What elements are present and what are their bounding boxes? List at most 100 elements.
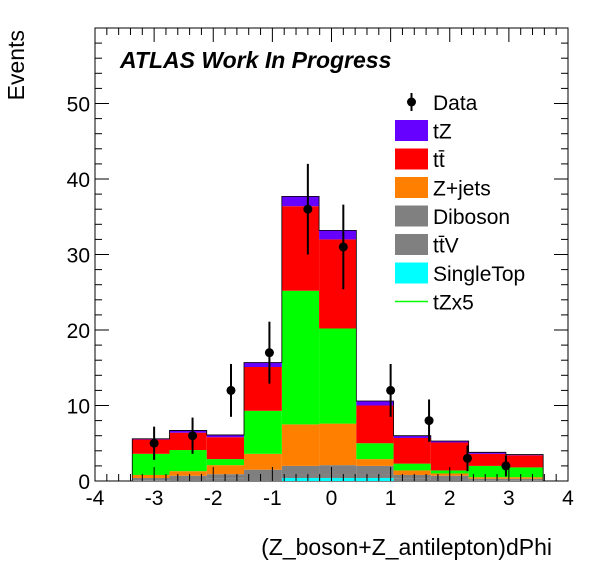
legend-swatch [395, 148, 428, 170]
bar-segment [393, 478, 431, 481]
legend-label: Z+jets [433, 178, 491, 201]
bar-segment [468, 480, 506, 481]
bar-segment [281, 206, 320, 291]
bar-segment [281, 465, 320, 475]
bar-segment [356, 400, 394, 406]
legend-label: SingleTop [433, 263, 525, 286]
data-point [338, 242, 348, 252]
x-axis-label: (Z_boson+Z_antilepton)dPhi [261, 534, 552, 560]
bar-segment [468, 453, 506, 466]
y-tick-label: 0 [78, 471, 90, 494]
data-point [226, 385, 236, 395]
bar-segment [243, 477, 282, 481]
bar-segment [319, 328, 357, 424]
bar-segment [319, 230, 357, 240]
bar-segment [243, 362, 282, 367]
bar-segment [505, 455, 544, 468]
bar-segment [393, 435, 431, 438]
y-axis-label: Events [3, 30, 29, 100]
x-tick-label: 4 [562, 487, 574, 510]
bar-segment [132, 480, 170, 481]
bar-segment [319, 423, 357, 466]
x-tick-label: -1 [263, 487, 282, 510]
data-point [264, 348, 274, 358]
legend-label: tZx5 [433, 292, 474, 315]
y-tick-label: 40 [67, 169, 90, 192]
bar-segment [281, 474, 320, 478]
data-point [303, 204, 313, 214]
bar-segment [169, 432, 207, 451]
bar-segment [206, 459, 244, 466]
legend-swatch [395, 262, 428, 284]
legend-label: tt̄ [433, 149, 445, 172]
bar-segment [356, 459, 394, 466]
bar-segment [505, 478, 544, 481]
x-tick-label: 2 [444, 487, 456, 510]
atlas-label: ATLAS Work In Progress [119, 47, 391, 73]
data-points [149, 163, 511, 477]
bar-segment [206, 434, 244, 438]
data-point [462, 453, 472, 463]
bar-segment [132, 474, 170, 478]
bar-segment [468, 465, 506, 478]
bar-segment [132, 439, 170, 454]
y-tick-label: 30 [67, 245, 90, 268]
bar-segment [505, 480, 544, 481]
bar-segment [281, 290, 320, 425]
bar-segment [243, 410, 282, 454]
bar-segment [356, 477, 394, 481]
legend-marker [407, 97, 416, 107]
bar-segment [169, 471, 207, 476]
bar-segment [243, 453, 282, 470]
bar-segment [132, 453, 170, 475]
stacked-bars [95, 195, 568, 482]
x-tick-label: -4 [86, 487, 105, 510]
x-tick-label: -2 [204, 487, 223, 510]
legend-swatch [395, 234, 428, 255]
bar-segment [281, 424, 320, 466]
bar-segment [356, 443, 394, 460]
bar-segment [169, 479, 207, 481]
stack-outline [95, 195, 568, 482]
bar-segment [393, 470, 431, 475]
legend-label: tZ [433, 121, 452, 144]
data-point [149, 438, 159, 448]
bar-segment [356, 465, 394, 475]
legend-swatch [395, 120, 428, 141]
x-tick-label: -3 [145, 487, 164, 510]
bar-segment [319, 465, 357, 475]
bar-segment [505, 467, 544, 478]
bar-segment [430, 442, 469, 471]
y-tick-label: 10 [67, 396, 90, 419]
bar-segment [430, 440, 469, 443]
legend-label: Data [433, 92, 478, 115]
bar-segment [319, 239, 357, 329]
bar-segment [243, 469, 282, 478]
bar-segment [393, 437, 431, 464]
bar-segment [169, 450, 207, 472]
x-tick-label: 1 [385, 487, 397, 510]
legend-swatch [395, 177, 428, 198]
bar-segment [393, 463, 431, 471]
data-point [188, 431, 198, 441]
x-tick-label: 0 [326, 487, 338, 510]
bar-segment [169, 475, 207, 480]
bar-segment [468, 478, 506, 481]
bar-segment [169, 430, 207, 433]
bar-segment [356, 474, 394, 478]
bar-segment [393, 474, 431, 479]
bar-segment [206, 437, 244, 460]
data-point [386, 385, 396, 395]
bar-segment [132, 477, 170, 481]
data-point [501, 461, 511, 471]
y-tick-label: 50 [67, 94, 90, 117]
legend: Data tZ tt̄ Z+jets Diboson tt̄V SingleTop tZx5 [395, 92, 525, 315]
y-tick-label: 20 [67, 320, 90, 343]
bar-segment [281, 477, 320, 481]
bar-segment [319, 477, 357, 481]
legend-label: tt̄V [433, 235, 459, 258]
x-tick-label: 3 [503, 487, 515, 510]
bar-segment [356, 405, 394, 444]
